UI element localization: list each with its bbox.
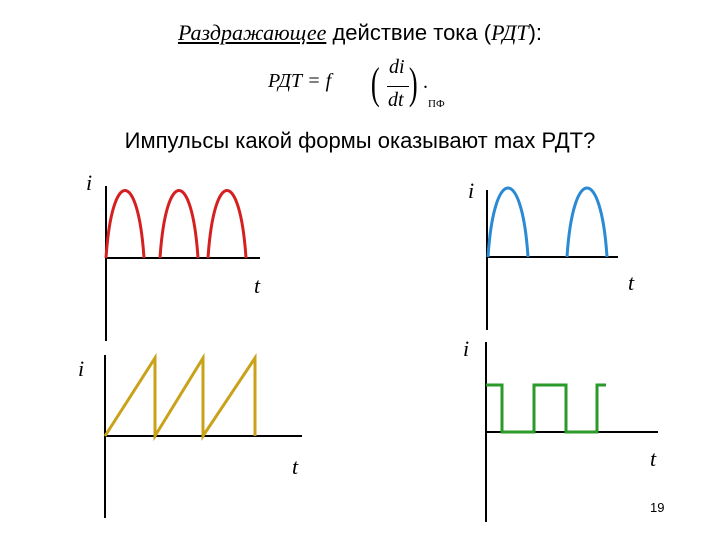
y-axis-label: i (468, 178, 474, 203)
formula-right-paren: ) (408, 59, 418, 108)
title-abbr: РДТ (491, 20, 529, 45)
graph-bottom-right: i t (463, 336, 658, 522)
formula-dot: . (423, 71, 428, 93)
half-sine-waveform (486, 186, 609, 258)
formula-subscript: ПФ (428, 98, 445, 110)
y-axis-label: i (86, 170, 92, 195)
y-axis-label: i (463, 336, 469, 361)
formula-numerator: di (389, 56, 405, 78)
sawtooth-waveform (103, 352, 257, 442)
title-end: ): (528, 20, 543, 45)
x-axis-label: t (292, 454, 299, 479)
formula: РДТ = f ( di dt ) . ПФ (268, 56, 468, 116)
formula-lhs: РДТ = f (268, 70, 332, 92)
graph-top-right: i t (468, 178, 635, 330)
graph-bottom-left: i t (78, 352, 302, 518)
x-axis-label: t (650, 446, 657, 471)
page-number: 19 (650, 500, 665, 515)
formula-left-paren: ( (370, 59, 380, 108)
y-axis-label: i (78, 356, 84, 381)
title-middle: действие тока ( (326, 20, 492, 45)
title-emphasis: Раздражающее (177, 20, 327, 45)
half-sine-waveform (104, 189, 248, 259)
rectangular-pulse-waveform (486, 383, 606, 434)
x-axis-label: t (254, 273, 261, 298)
slide-title: Раздражающее действие тока (РДТ): (0, 20, 720, 46)
question-text: Импульсы какой формы оказывают max РДТ? (124, 128, 596, 153)
graph-top-left: i t (86, 170, 261, 341)
formula-fraction-bar (387, 86, 409, 87)
formula-denominator: dt (388, 89, 404, 111)
x-axis-label: t (628, 270, 635, 295)
